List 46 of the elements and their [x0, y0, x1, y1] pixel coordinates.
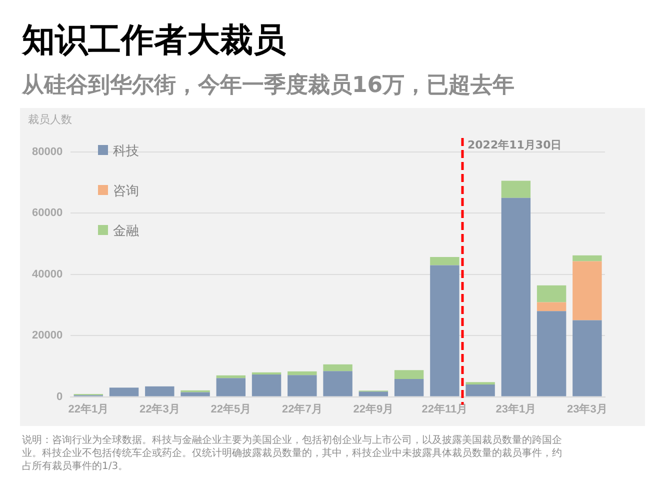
- x-tick-label: 22年1月: [68, 402, 109, 416]
- x-tick-label: 22年5月: [210, 402, 252, 416]
- bar: [466, 384, 495, 396]
- bar: [394, 379, 424, 396]
- bar: [358, 392, 388, 396]
- y-tick-label: 20000: [32, 330, 63, 342]
- x-tick-label: 23年1月: [496, 402, 536, 416]
- legend-label: 金融: [113, 223, 139, 240]
- bar: [466, 382, 495, 385]
- y-tick-label: 40000: [32, 268, 63, 280]
- y-tick-label: 0: [56, 390, 63, 403]
- bar: [109, 388, 139, 396]
- x-tick-label: 23年3月: [567, 402, 608, 416]
- bar: [216, 378, 246, 396]
- bar: [288, 371, 317, 376]
- y-axis-title: 裁员人数: [28, 112, 72, 127]
- y-tick-label: 60000: [32, 207, 63, 220]
- bar: [323, 364, 352, 372]
- legend-label: 咨询: [113, 183, 139, 200]
- bar: [572, 255, 602, 262]
- chart-subtitle: 从硅谷到华尔街，今年一季度裁员16万，已超去年: [22, 72, 515, 100]
- bar: [430, 256, 460, 266]
- bar: [288, 375, 317, 396]
- bar: [323, 371, 352, 396]
- bar: [394, 370, 424, 380]
- bar: [501, 198, 531, 396]
- bar: [536, 311, 566, 396]
- bar: [536, 285, 566, 302]
- bar: [252, 374, 282, 396]
- bar: [180, 392, 210, 396]
- ref-line-label: 2022年11月30日: [467, 138, 562, 152]
- text: 说明：咨询行业为全球数据。科技与金融企业主要为美国企业，包括初创企业与上市公司，以及披露美国裁员数量的跨国企业。科技企业不包括传统车企或药企。仅统计明确披露裁员数量的，其中，科技企业中未披露具体裁员数量的裁员事件，约占所有裁员事件的1/3。: [22, 434, 563, 473]
- x-tick-label: 22年7月: [282, 402, 322, 416]
- y-tick-label: 80000: [32, 146, 63, 158]
- bar: [430, 265, 460, 396]
- legend-label: 科技: [113, 143, 139, 160]
- x-tick-label: 22年3月: [139, 402, 180, 416]
- x-tick-label: 22年11月: [422, 402, 468, 416]
- bar: [536, 302, 566, 312]
- bar: [501, 180, 531, 198]
- bar: [572, 320, 602, 396]
- x-tick-label: 22年9月: [353, 402, 394, 416]
- bar: [145, 386, 174, 396]
- chart-title: 知识工作者大裁员: [22, 19, 286, 61]
- bar: [572, 261, 602, 320]
- bar: [216, 375, 246, 378]
